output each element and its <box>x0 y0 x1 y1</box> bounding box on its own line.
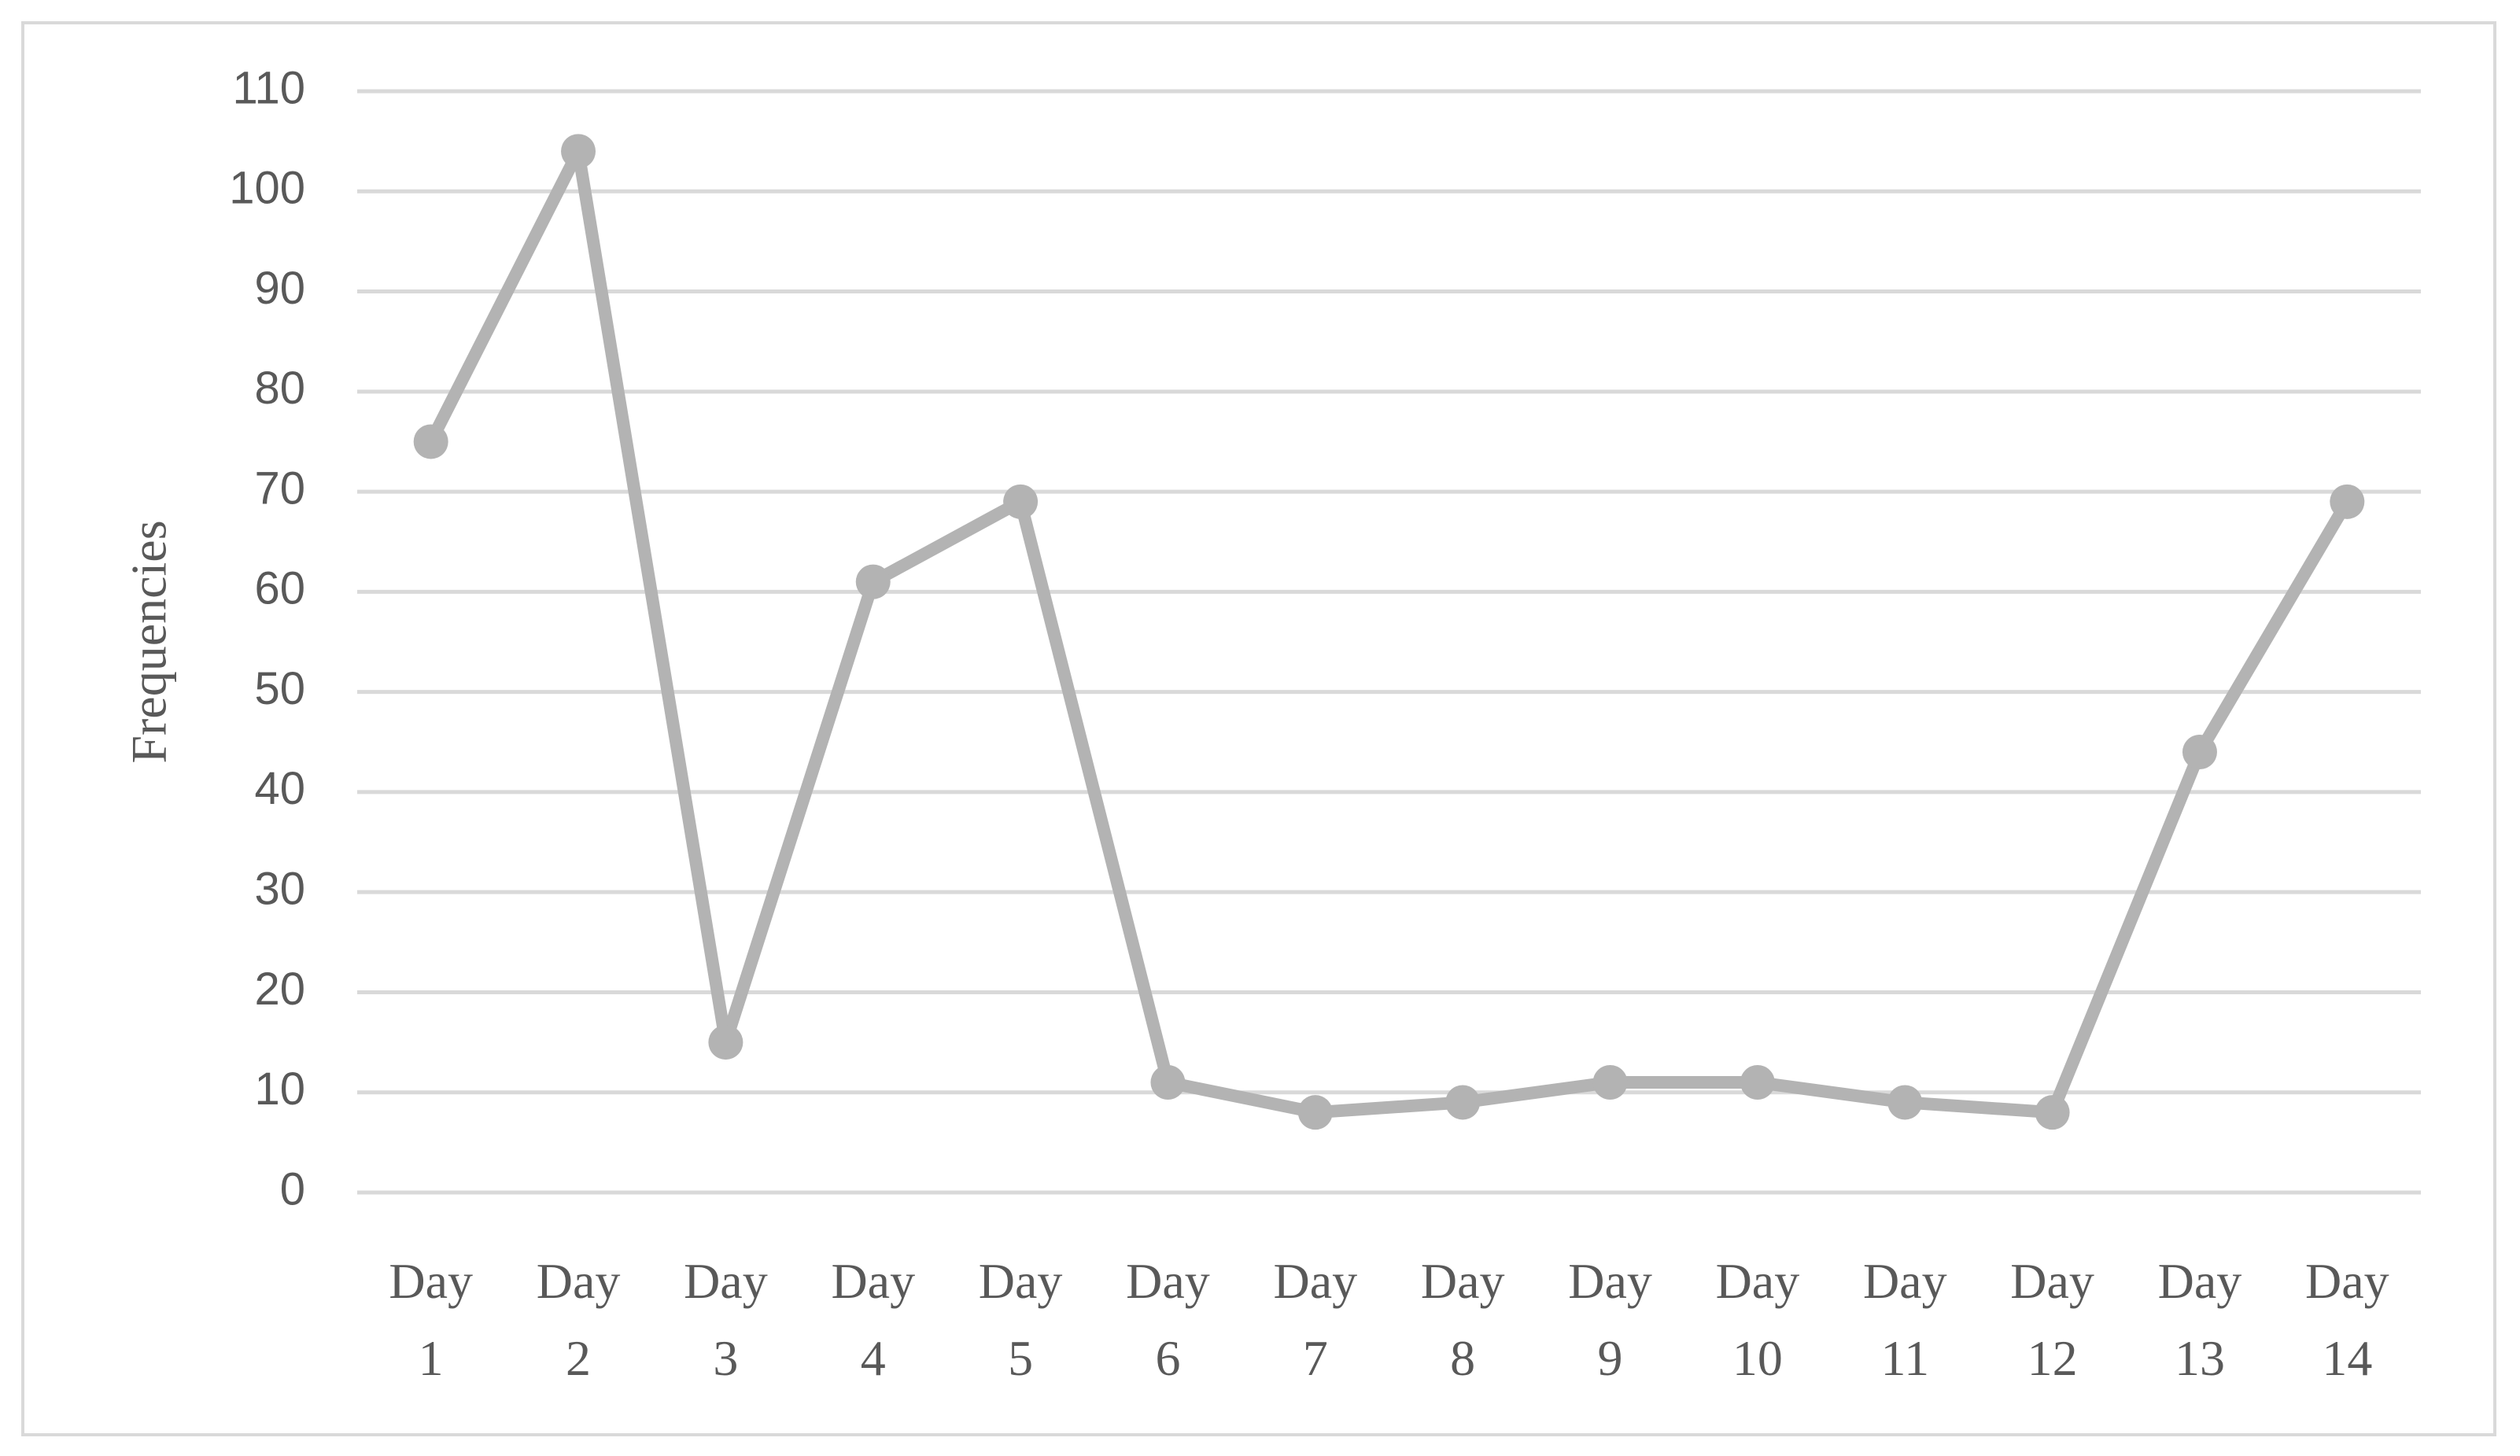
marker <box>413 424 448 459</box>
y-tick-label: 110 <box>233 62 305 113</box>
x-tick-label: Day 4 <box>831 1253 916 1386</box>
y-tick-label: 30 <box>254 864 305 915</box>
y-tick-label: 20 <box>254 964 305 1015</box>
y-tick-label: 80 <box>254 363 305 414</box>
x-tick-label: Day 8 <box>1420 1253 1505 1386</box>
y-tick-label: 90 <box>254 263 305 314</box>
x-tick-label: Day 5 <box>978 1253 1063 1386</box>
y-tick-label: 40 <box>254 763 305 814</box>
x-tick-label: Day 6 <box>1126 1253 1210 1386</box>
marker <box>2330 484 2365 519</box>
x-tick-label: Day 9 <box>1568 1253 1652 1386</box>
y-tick-label: 50 <box>254 663 305 714</box>
x-tick-label: Day 12 <box>2010 1253 2094 1386</box>
chart-border <box>21 21 2496 1436</box>
marker <box>561 134 596 169</box>
marker <box>1592 1065 1628 1100</box>
x-tick-label: Day 13 <box>2157 1253 2242 1386</box>
marker <box>708 1025 743 1060</box>
x-tick-label: Day 10 <box>1715 1253 1800 1386</box>
x-tick-label: Day 7 <box>1273 1253 1358 1386</box>
y-tick-label: 70 <box>254 463 305 514</box>
x-tick-label: Day 14 <box>2305 1253 2389 1386</box>
y-tick-label: 60 <box>254 563 305 614</box>
y-tick-label: 10 <box>254 1063 305 1115</box>
marker <box>2182 735 2217 769</box>
marker <box>2035 1095 2070 1130</box>
y-tick-label: 0 <box>280 1163 305 1215</box>
y-tick-label: 100 <box>229 163 305 214</box>
marker <box>1297 1095 1333 1130</box>
x-tick-label: Day 3 <box>684 1253 768 1386</box>
x-tick-label: Day 2 <box>536 1253 621 1386</box>
x-tick-label: Day 11 <box>1862 1253 1947 1386</box>
marker <box>1887 1085 1923 1120</box>
line <box>425 145 2353 1119</box>
marker <box>1740 1065 1775 1100</box>
marker <box>855 564 891 599</box>
x-tick-label: Day 1 <box>389 1253 473 1386</box>
marker <box>1150 1065 1186 1100</box>
marker <box>1003 484 1039 519</box>
marker <box>1445 1085 1481 1120</box>
y-axis-label: Frequencies <box>121 520 177 763</box>
